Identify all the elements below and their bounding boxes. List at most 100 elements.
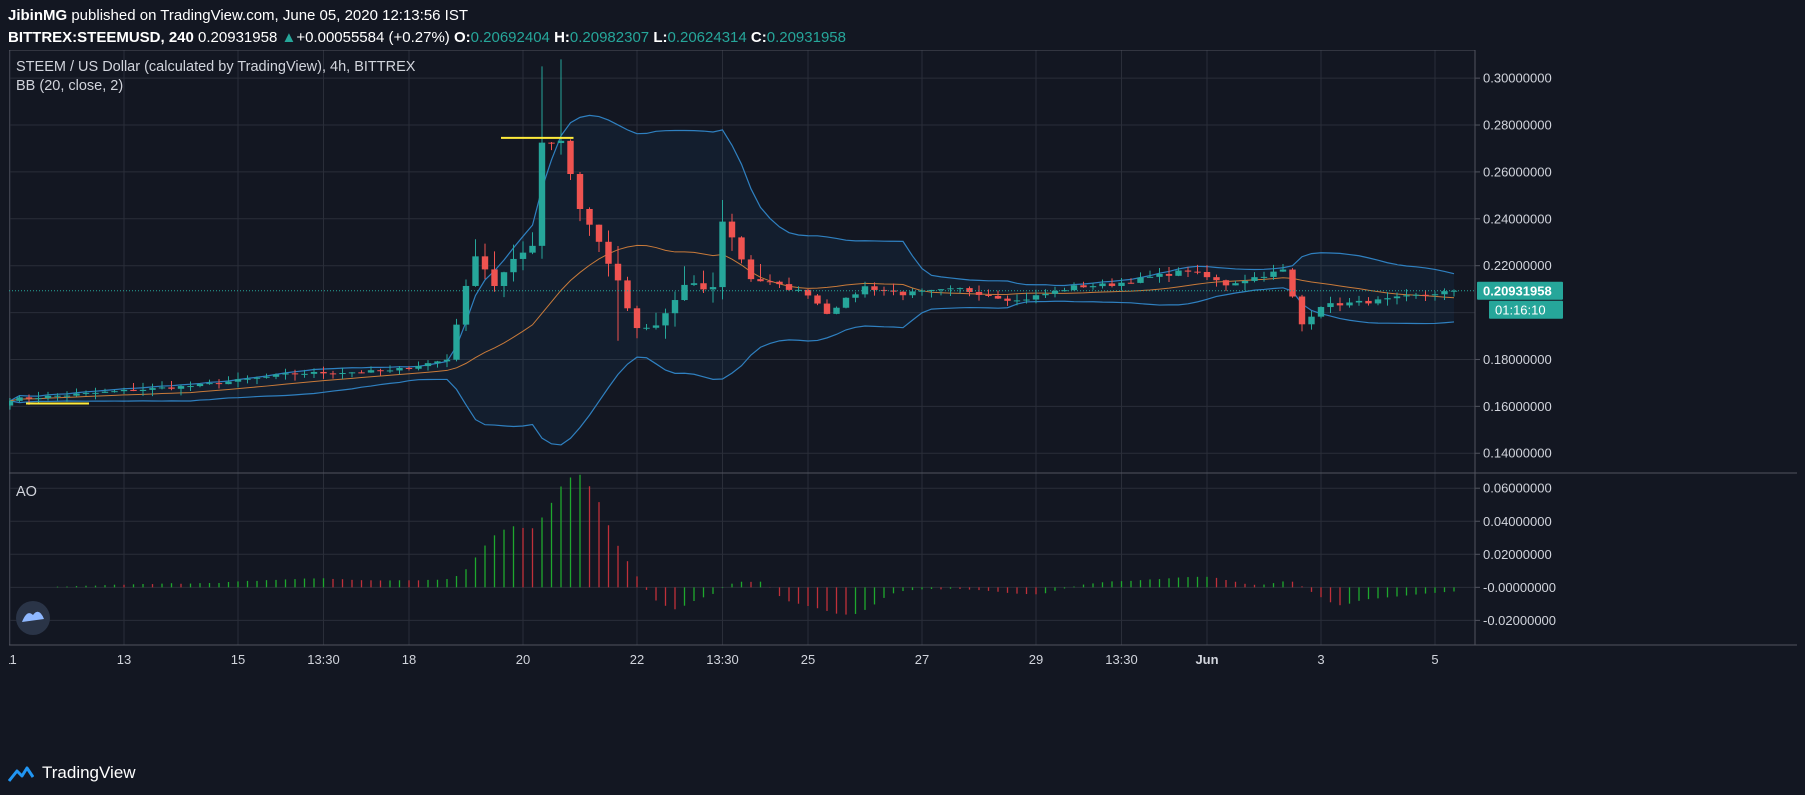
candle bbox=[462, 285, 470, 325]
candle bbox=[1289, 269, 1296, 297]
candle bbox=[443, 359, 451, 362]
candle bbox=[424, 363, 432, 367]
candle bbox=[1184, 270, 1192, 272]
price-tick-label: 0.16000000 bbox=[1483, 399, 1552, 414]
footer: TradingView bbox=[8, 758, 136, 788]
candle bbox=[1260, 276, 1268, 278]
price-tick-label: 0.28000000 bbox=[1483, 118, 1552, 133]
candle bbox=[757, 279, 764, 282]
candle bbox=[82, 392, 90, 394]
candle bbox=[1232, 283, 1239, 286]
candle bbox=[1013, 300, 1021, 302]
candle bbox=[510, 258, 517, 273]
candle bbox=[643, 327, 650, 329]
bb-upper-line bbox=[9, 114, 1455, 402]
time-tick-label: 13:30 bbox=[307, 652, 340, 667]
chart-area[interactable]: 0.30000000 0.28000000 0.26000000 0.24000000… bbox=[3, 49, 1797, 750]
low-value: 0.20624314 bbox=[667, 29, 747, 46]
bb-lower-line bbox=[9, 287, 1455, 446]
publication-header: JibinMG published on TradingView.com, Ju… bbox=[8, 6, 468, 26]
candle bbox=[1346, 302, 1353, 306]
candle bbox=[1222, 280, 1230, 286]
time-tick-label: 27 bbox=[915, 652, 929, 667]
countdown-text: 01:16:10 bbox=[1495, 303, 1546, 318]
ao-tick-label: -0.00000000 bbox=[1483, 580, 1556, 595]
candle bbox=[947, 288, 954, 290]
candle bbox=[519, 252, 527, 259]
candle bbox=[1374, 299, 1382, 304]
close-label: C: bbox=[750, 29, 767, 46]
time-tick-label: 3 bbox=[1317, 652, 1324, 667]
candle bbox=[956, 288, 964, 290]
bb-fill bbox=[10, 115, 1454, 445]
countdown-badge bbox=[1489, 300, 1563, 319]
author-name[interactable]: JibinMG bbox=[8, 7, 68, 24]
candle bbox=[1403, 295, 1410, 297]
candle bbox=[681, 284, 688, 301]
candle bbox=[54, 395, 61, 397]
candle bbox=[1080, 285, 1087, 288]
candle bbox=[1431, 294, 1439, 296]
candle bbox=[196, 383, 204, 387]
candle bbox=[738, 237, 745, 260]
candle bbox=[852, 294, 859, 298]
candle bbox=[975, 291, 983, 295]
candle bbox=[1051, 290, 1059, 294]
candle bbox=[899, 291, 907, 296]
candle bbox=[1089, 286, 1097, 288]
candle bbox=[1412, 294, 1420, 296]
candles bbox=[6, 59, 1458, 410]
candle bbox=[320, 371, 327, 374]
candle bbox=[234, 379, 242, 382]
candle bbox=[567, 140, 574, 175]
candle bbox=[880, 289, 888, 291]
candle bbox=[301, 373, 308, 375]
candle bbox=[1213, 277, 1220, 281]
time-tick-label: 5 bbox=[1431, 652, 1438, 667]
open-label: O: bbox=[453, 29, 471, 46]
price-tick-label: 0.14000000 bbox=[1483, 446, 1552, 461]
candle bbox=[358, 372, 365, 374]
brand-name[interactable]: TradingView bbox=[42, 763, 136, 782]
candle bbox=[1441, 291, 1448, 295]
price-tick-label: 0.26000000 bbox=[1483, 164, 1552, 179]
candle bbox=[177, 386, 185, 389]
candle bbox=[1070, 285, 1078, 291]
tradingview-logo-icon[interactable] bbox=[8, 763, 34, 783]
candle bbox=[1127, 282, 1135, 284]
candle bbox=[1108, 283, 1116, 286]
chart-canvas[interactable]: 0.30000000 0.28000000 0.26000000 0.24000000… bbox=[3, 49, 1797, 750]
candle bbox=[187, 386, 194, 388]
bb-indicator-label: BB (20, close, 2) bbox=[16, 78, 123, 94]
candle bbox=[386, 370, 394, 372]
candle bbox=[1270, 271, 1277, 277]
symbol-label: BITTREX:STEEMUSD, 240 bbox=[8, 29, 194, 46]
candle bbox=[139, 389, 147, 391]
candle bbox=[633, 308, 641, 329]
candle bbox=[1298, 296, 1306, 325]
candle bbox=[244, 378, 251, 380]
candle bbox=[253, 377, 261, 379]
candle bbox=[614, 263, 622, 281]
candle bbox=[1450, 290, 1458, 292]
candle bbox=[405, 367, 413, 369]
candle bbox=[434, 361, 441, 364]
candle bbox=[158, 387, 166, 389]
candle bbox=[130, 389, 137, 391]
cloud-icon bbox=[22, 611, 44, 622]
candle bbox=[994, 295, 1002, 299]
candle bbox=[1137, 277, 1144, 283]
time-tick-label: Jun bbox=[1195, 652, 1218, 667]
candle bbox=[985, 294, 992, 296]
candle bbox=[814, 295, 821, 304]
candle bbox=[605, 241, 612, 264]
tradingview-watermark-button[interactable] bbox=[16, 601, 50, 635]
close-value: 0.20931958 bbox=[766, 29, 846, 46]
candle bbox=[367, 370, 375, 373]
candle bbox=[529, 245, 536, 253]
candle bbox=[1384, 298, 1391, 300]
change-arrow-icon: ▲ bbox=[281, 29, 297, 46]
candle bbox=[1156, 273, 1163, 277]
candle bbox=[652, 325, 660, 328]
candle bbox=[1099, 283, 1106, 287]
